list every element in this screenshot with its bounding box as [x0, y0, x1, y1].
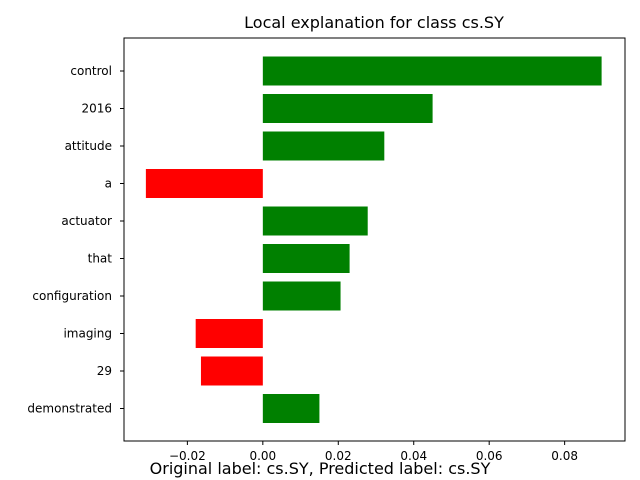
y-tick-label-attitude: attitude [65, 139, 112, 153]
y-tick-label-actuator: actuator [61, 214, 112, 228]
bar-configuration [262, 281, 341, 311]
label-summary: Original label: cs.SY, Predicted label: … [149, 459, 491, 478]
bar-29 [200, 356, 263, 386]
bar-a [145, 169, 263, 198]
x-axis-ticks: −0.02 0.00 0.02 0.04 0.06 0.08 [169, 441, 578, 463]
x-tick-label: −0.02 [169, 449, 206, 463]
x-tick-label: 0.06 [476, 449, 503, 463]
y-tick-label-that: that [88, 252, 113, 266]
x-tick-label: 0.02 [325, 449, 352, 463]
bar-attitude [262, 131, 385, 161]
x-tick-label: 0.00 [249, 449, 276, 463]
bar-demonstrated [262, 394, 320, 423]
bars-group [145, 56, 602, 423]
bar-actuator [262, 206, 368, 236]
bar-that [262, 244, 350, 273]
plot-frame [123, 37, 626, 442]
y-tick-label-demonstrated: demonstrated [27, 402, 112, 416]
bar-control [262, 56, 602, 86]
y-tick-label-29: 29 [97, 364, 112, 378]
chart-title: Local explanation for class cs.SY [244, 13, 504, 32]
y-axis-ticks: control 2016 attitude a actuator that configur… [27, 64, 124, 416]
bar-imaging [195, 319, 263, 348]
y-tick-label-control: control [70, 64, 112, 78]
y-tick-label-2016: 2016 [81, 102, 112, 116]
y-tick-label-imaging: imaging [63, 327, 112, 341]
x-tick-label: 0.04 [400, 449, 427, 463]
x-tick-label: 0.08 [551, 449, 578, 463]
y-tick-label-configuration: configuration [32, 289, 112, 303]
bar-2016 [262, 94, 433, 123]
y-tick-label-a: a [105, 177, 112, 191]
